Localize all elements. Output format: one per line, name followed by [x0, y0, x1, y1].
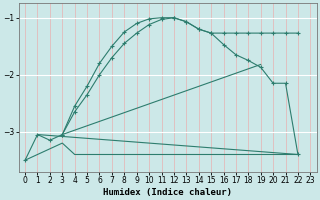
X-axis label: Humidex (Indice chaleur): Humidex (Indice chaleur) — [103, 188, 232, 197]
